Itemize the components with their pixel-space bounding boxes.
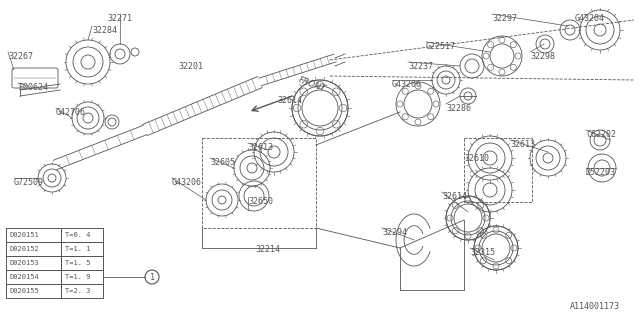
Bar bbox=[6, 242, 61, 256]
Text: 32613: 32613 bbox=[510, 140, 535, 149]
Text: 32315: 32315 bbox=[470, 248, 495, 257]
Text: G72509: G72509 bbox=[14, 178, 44, 187]
Bar bbox=[6, 228, 61, 242]
Text: 32650: 32650 bbox=[248, 197, 273, 206]
Bar bbox=[61, 228, 103, 242]
Bar bbox=[202, 138, 316, 228]
Text: 32201: 32201 bbox=[178, 62, 203, 71]
Text: D020151: D020151 bbox=[9, 232, 39, 238]
Text: 32610: 32610 bbox=[464, 154, 489, 163]
Text: G43204: G43204 bbox=[575, 14, 605, 23]
Text: E00624: E00624 bbox=[18, 83, 48, 92]
Text: T=1. 1: T=1. 1 bbox=[65, 246, 90, 252]
Text: D020155: D020155 bbox=[9, 288, 39, 294]
Text: 32284: 32284 bbox=[92, 26, 117, 35]
Text: 32297: 32297 bbox=[492, 14, 517, 23]
Text: D020152: D020152 bbox=[9, 246, 39, 252]
Text: G43206: G43206 bbox=[172, 178, 202, 187]
Bar bbox=[61, 242, 103, 256]
Bar bbox=[6, 284, 61, 298]
Text: 1: 1 bbox=[149, 273, 155, 282]
Text: FRONT: FRONT bbox=[297, 76, 327, 94]
Text: A114001173: A114001173 bbox=[570, 302, 620, 311]
Text: C62202: C62202 bbox=[586, 130, 616, 139]
Text: G43206: G43206 bbox=[392, 80, 422, 89]
Text: G42706: G42706 bbox=[56, 108, 86, 117]
Text: 32614: 32614 bbox=[278, 96, 303, 105]
Bar bbox=[61, 284, 103, 298]
Text: 32286: 32286 bbox=[446, 104, 471, 113]
Text: 32294: 32294 bbox=[382, 228, 407, 237]
Bar bbox=[6, 270, 61, 284]
Text: G22517: G22517 bbox=[426, 42, 456, 51]
Bar bbox=[61, 270, 103, 284]
Text: 32214: 32214 bbox=[255, 245, 280, 254]
Text: D020153: D020153 bbox=[9, 260, 39, 266]
Text: 32613: 32613 bbox=[248, 143, 273, 152]
Text: 32237: 32237 bbox=[408, 62, 433, 71]
Text: T=2. 3: T=2. 3 bbox=[65, 288, 90, 294]
Text: 32267: 32267 bbox=[8, 52, 33, 61]
Text: T=0. 4: T=0. 4 bbox=[65, 232, 90, 238]
Text: 32271: 32271 bbox=[108, 14, 132, 23]
Text: 32298: 32298 bbox=[530, 52, 555, 61]
Text: T=1. 5: T=1. 5 bbox=[65, 260, 90, 266]
Bar bbox=[464, 138, 532, 202]
Text: 32605: 32605 bbox=[210, 158, 235, 167]
Text: D020154: D020154 bbox=[9, 274, 39, 280]
Text: T=1. 9: T=1. 9 bbox=[65, 274, 90, 280]
Bar bbox=[61, 256, 103, 270]
Text: D52203: D52203 bbox=[586, 168, 616, 177]
Text: 32614: 32614 bbox=[442, 192, 467, 201]
Bar bbox=[6, 256, 61, 270]
